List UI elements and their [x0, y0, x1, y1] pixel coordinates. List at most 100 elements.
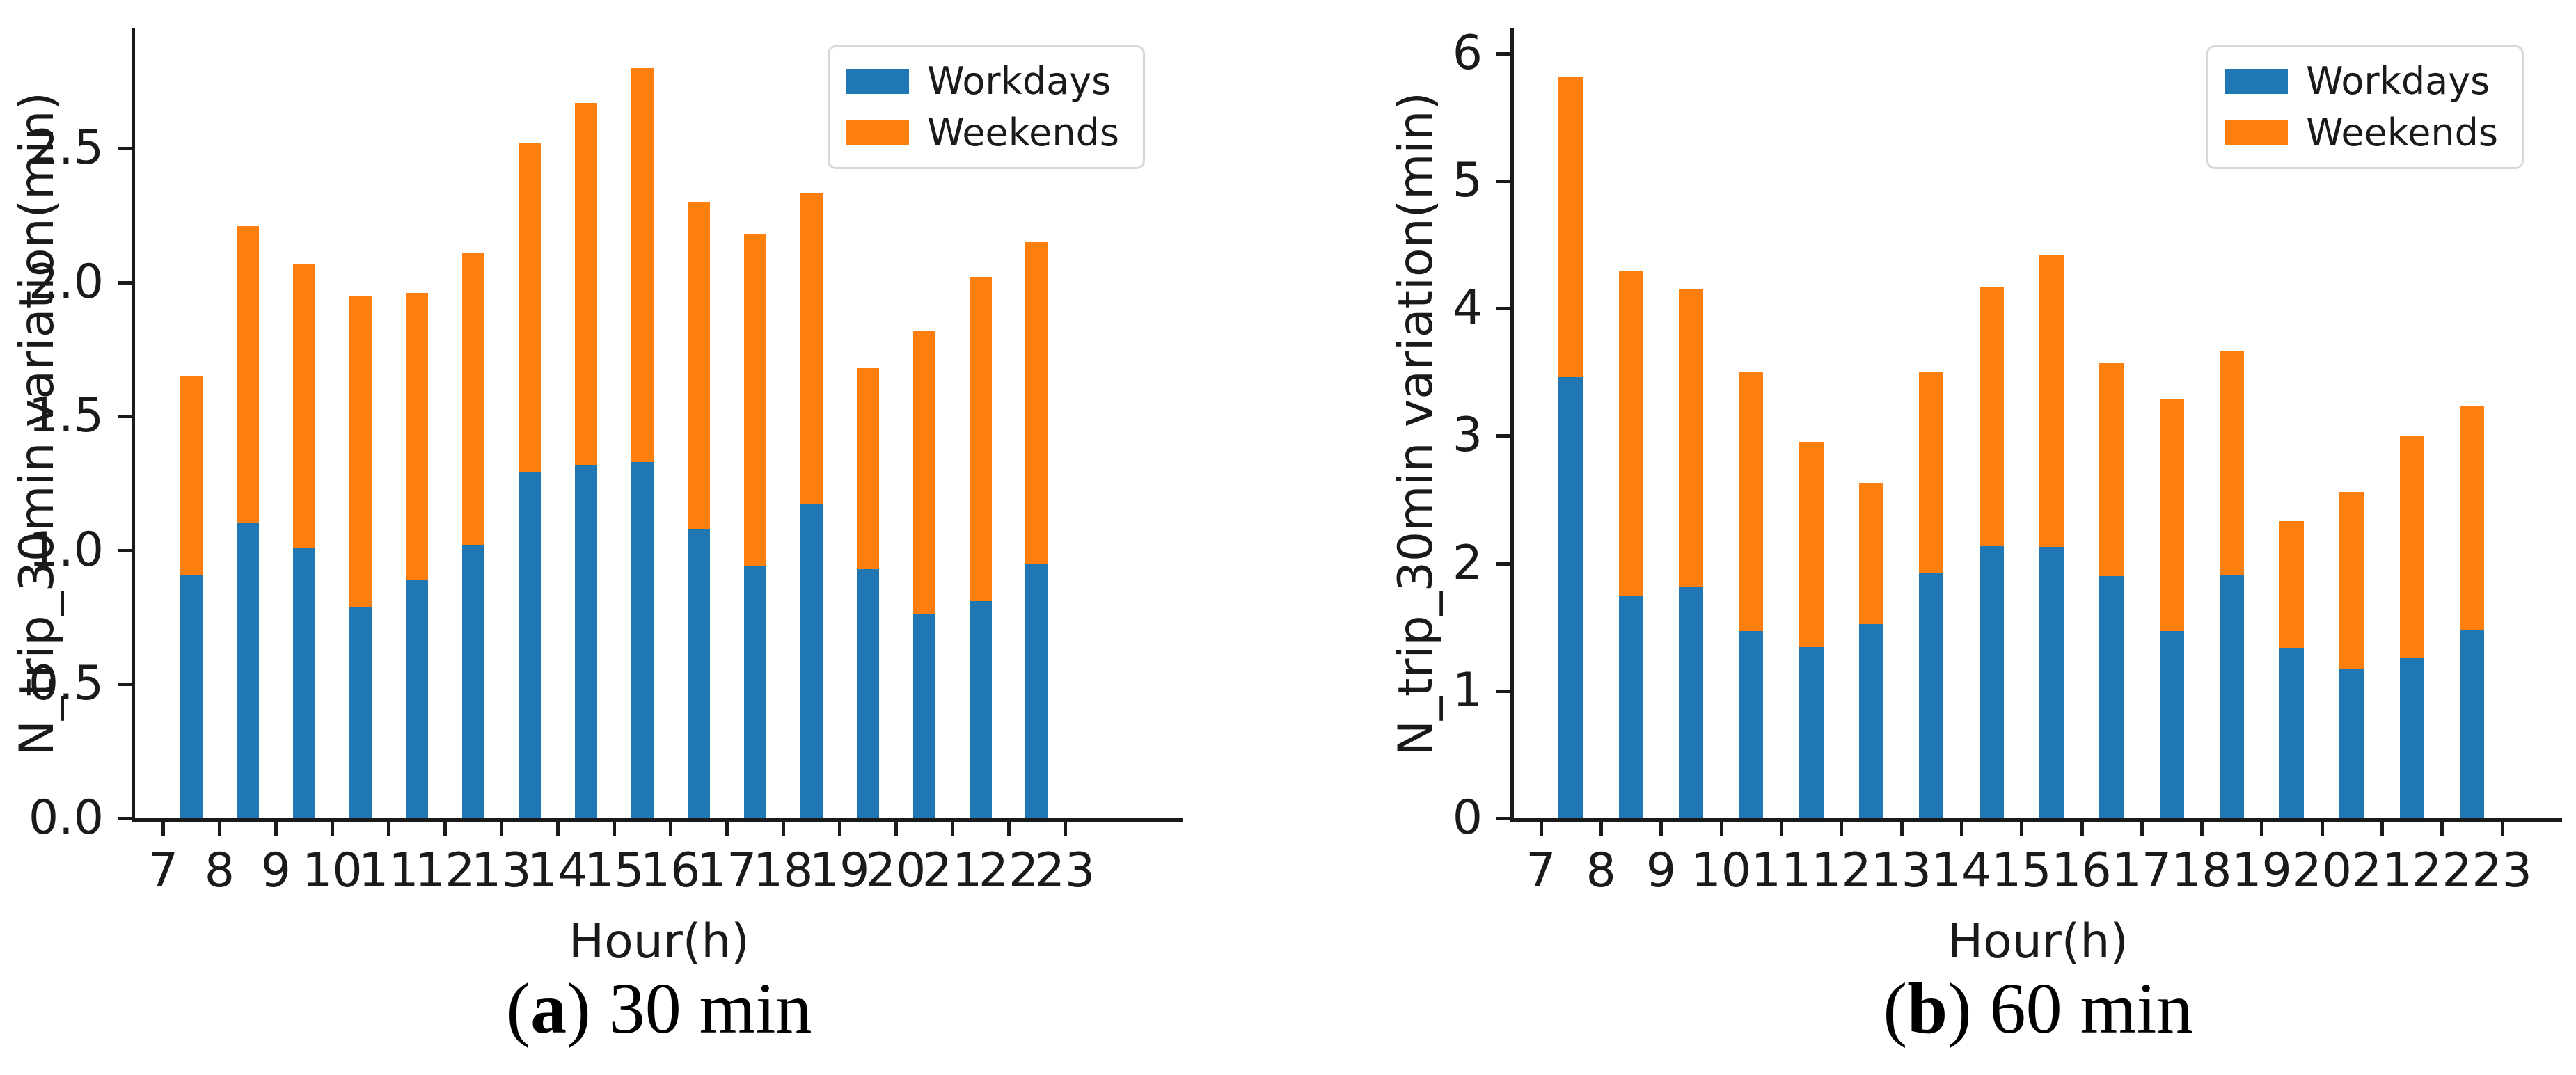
y-tick-a — [118, 280, 132, 285]
x-tick-a — [500, 822, 504, 836]
y-tick-a — [118, 415, 132, 419]
bar-workdays-a-h8 — [237, 523, 259, 818]
bar-workdays-b-h20 — [2339, 669, 2364, 818]
bar-workdays-b-h13 — [1919, 573, 1943, 818]
bar-weekends-a-h19 — [857, 368, 879, 569]
y-tick-label-a: 2.0 — [28, 254, 104, 310]
bar-workdays-b-h9 — [1679, 587, 1703, 818]
bar-workdays-b-h7 — [1558, 377, 1583, 818]
x-tick-label-b: 12 — [1811, 843, 1872, 898]
legend-item-workdays: Workdays — [2225, 61, 2498, 102]
bar-workdays-a-h12 — [462, 545, 484, 818]
x-tick-label-a: 21 — [922, 843, 983, 898]
y-tick-b — [1496, 689, 1510, 693]
bar-weekends-b-h22 — [2460, 406, 2484, 630]
x-tick-label-b: 15 — [1991, 843, 2052, 898]
bar-weekends-b-h20 — [2339, 492, 2364, 669]
x-tick-label-a: 19 — [809, 843, 870, 898]
bar-weekends-a-h22 — [1025, 242, 1048, 564]
x-tick-b — [1959, 822, 1963, 836]
y-axis-spine-a — [132, 28, 135, 822]
legend-label: Weekends — [927, 111, 1119, 154]
x-axis-label-a: Hour(h) — [569, 914, 750, 969]
x-tick-b — [2200, 822, 2204, 836]
bar-workdays-b-h14 — [1980, 546, 2004, 818]
bar-weekends-a-h11 — [406, 293, 428, 580]
x-tick-a — [218, 822, 222, 836]
x-tick-label-a: 22 — [978, 843, 1039, 898]
y-tick-label-b: 5 — [1452, 152, 1483, 208]
x-tick-b — [2380, 822, 2385, 836]
y-tick-a — [118, 817, 132, 820]
bar-weekends-b-h15 — [2039, 255, 2064, 547]
bar-workdays-b-h16 — [2099, 576, 2124, 818]
legend-label: Weekends — [2306, 111, 2498, 154]
x-tick-b — [2440, 822, 2444, 836]
x-tick-label-b: 7 — [1526, 843, 1556, 898]
bar-workdays-a-h17 — [744, 566, 766, 818]
bar-weekends-b-h16 — [2099, 363, 2124, 576]
x-tick-label-a: 20 — [865, 843, 926, 898]
x-tick-label-a: 16 — [640, 843, 701, 898]
weekends-swatch-icon — [846, 120, 910, 145]
x-tick-b — [1840, 822, 1844, 836]
bar-workdays-a-h7 — [180, 575, 203, 818]
bar-weekends-a-h20 — [913, 331, 935, 614]
bar-workdays-a-h19 — [857, 569, 879, 818]
x-tick-label-a: 18 — [752, 843, 814, 898]
x-tick-b — [1599, 822, 1604, 836]
caption-a-post: ) 30 min — [567, 969, 812, 1049]
x-tick-label-a: 15 — [583, 843, 645, 898]
bar-weekends-b-h12 — [1859, 483, 1883, 624]
caption-b-letter: b — [1907, 969, 1948, 1049]
x-axis-label-b: Hour(h) — [1947, 914, 2128, 969]
x-tick-label-a: 11 — [358, 843, 419, 898]
y-tick-a — [118, 147, 132, 151]
y-tick-b — [1496, 51, 1510, 56]
bar-weekends-b-h14 — [1980, 287, 2004, 546]
x-tick-a — [613, 822, 617, 836]
bar-weekends-b-h19 — [2279, 521, 2304, 648]
y-axis-spine-b — [1510, 28, 1514, 822]
y-tick-label-b: 1 — [1452, 662, 1483, 718]
bar-weekends-a-h17 — [744, 234, 766, 566]
bar-workdays-b-h8 — [1619, 596, 1643, 818]
x-tick-label-a: 9 — [260, 843, 292, 898]
y-tick-b — [1496, 434, 1510, 438]
x-tick-label-b: 9 — [1645, 843, 1677, 898]
bar-weekends-b-h21 — [2400, 436, 2424, 658]
x-axis-spine-a — [132, 818, 1183, 822]
legend-a: Workdays Weekends — [828, 45, 1145, 169]
weekends-swatch-icon — [2225, 120, 2289, 145]
x-tick-label-b: 14 — [1931, 843, 1992, 898]
x-tick-a — [838, 822, 842, 836]
x-tick-a — [782, 822, 786, 836]
legend-item-weekends: Weekends — [846, 113, 1119, 153]
bar-workdays-b-h11 — [1799, 647, 1824, 818]
x-tick-label-b: 16 — [2051, 843, 2112, 898]
x-tick-a — [951, 822, 955, 836]
x-tick-label-b: 21 — [2351, 843, 2412, 898]
x-axis-spine-b — [1510, 818, 2562, 822]
x-tick-b — [1659, 822, 1664, 836]
x-tick-b — [2020, 822, 2024, 836]
y-tick-a — [118, 683, 132, 687]
bar-weekends-a-h18 — [800, 193, 823, 504]
bar-workdays-b-h15 — [2039, 547, 2064, 818]
x-tick-label-a: 12 — [415, 843, 475, 898]
y-tick-b — [1496, 179, 1510, 183]
x-tick-a — [387, 822, 391, 836]
bar-weekends-a-h14 — [575, 103, 597, 465]
workdays-swatch-icon — [846, 69, 910, 94]
y-tick-label-b: 0 — [1452, 790, 1483, 845]
x-tick-label-b: 22 — [2412, 843, 2472, 898]
bar-workdays-b-h19 — [2279, 648, 2304, 818]
bar-workdays-a-h13 — [519, 472, 541, 818]
x-tick-label-a: 14 — [527, 843, 588, 898]
x-tick-label-a: 8 — [204, 843, 235, 898]
y-tick-b — [1496, 562, 1510, 566]
x-tick-label-b: 17 — [2111, 843, 2172, 898]
y-tick-label-b: 4 — [1452, 280, 1483, 336]
bar-workdays-b-h18 — [2220, 575, 2244, 818]
bar-weekends-b-h9 — [1679, 289, 1703, 587]
